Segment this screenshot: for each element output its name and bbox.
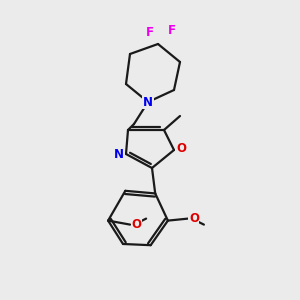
Text: O: O (189, 212, 199, 225)
Text: F: F (146, 26, 154, 38)
Text: O: O (176, 142, 186, 155)
Text: N: N (143, 95, 153, 109)
Text: F: F (168, 23, 176, 37)
Text: N: N (114, 148, 124, 161)
Text: O: O (131, 218, 141, 231)
